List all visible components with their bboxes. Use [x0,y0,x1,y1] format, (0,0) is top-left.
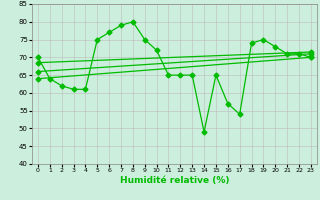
X-axis label: Humidité relative (%): Humidité relative (%) [120,176,229,185]
